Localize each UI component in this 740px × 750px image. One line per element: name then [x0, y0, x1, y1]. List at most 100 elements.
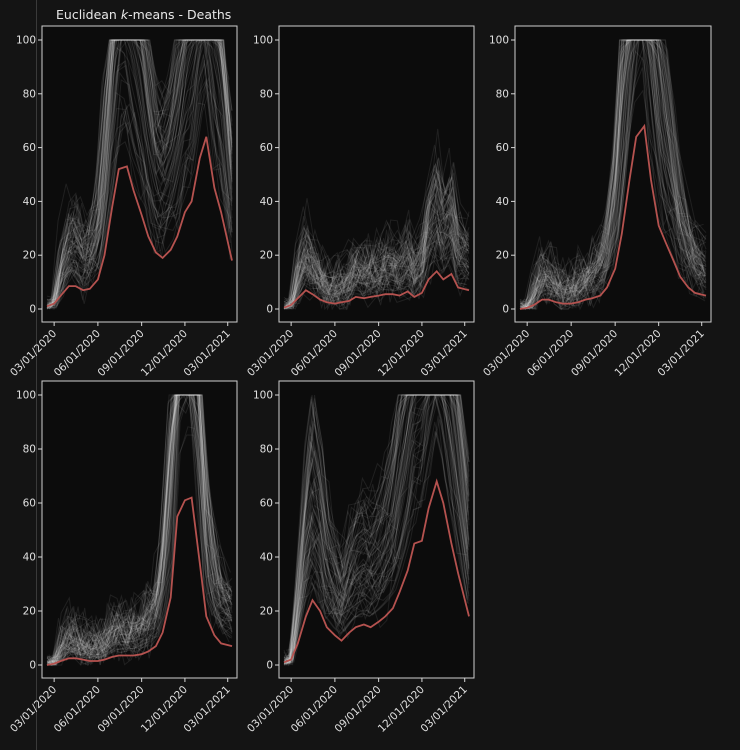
member-series-line	[522, 39, 707, 310]
member-series-line	[285, 394, 470, 666]
member-series-line	[519, 39, 704, 309]
member-series-line	[48, 394, 233, 666]
member-series-line	[519, 39, 706, 308]
member-series-line	[521, 39, 707, 310]
member-series-line	[48, 39, 233, 310]
member-series-line	[46, 394, 231, 663]
member-series-line	[283, 394, 469, 660]
member-series-line	[46, 39, 232, 310]
member-series-line	[283, 216, 469, 307]
member-series-line	[283, 394, 469, 666]
member-series-line	[46, 39, 231, 306]
member-series-line	[519, 39, 705, 309]
y-tick-label: 20	[260, 606, 273, 618]
member-series-line	[49, 426, 233, 665]
member-series-line	[46, 39, 232, 303]
member-series-line	[284, 393, 470, 665]
member-series-line	[283, 394, 467, 663]
y-tick-label: 40	[23, 552, 36, 564]
member-series-line	[46, 394, 232, 662]
member-series-line	[46, 39, 231, 310]
member-series-line	[284, 394, 470, 664]
member-series-line	[522, 39, 707, 310]
member-series-line	[520, 39, 707, 310]
member-series-line	[285, 394, 470, 664]
member-series-line	[283, 394, 469, 660]
y-tick-label: 40	[260, 196, 273, 208]
member-series-line	[285, 394, 470, 664]
member-series-line	[522, 39, 707, 310]
member-series-line	[47, 39, 233, 305]
member-series-line	[46, 39, 232, 310]
member-series-line	[285, 197, 470, 308]
member-series-line	[48, 394, 233, 664]
member-series-line	[49, 394, 233, 666]
member-series-line	[46, 39, 233, 308]
member-series-line	[46, 39, 231, 308]
y-tick-label: 100	[253, 390, 273, 402]
member-series-line	[46, 39, 233, 309]
member-series-line	[283, 183, 468, 310]
member-series-line	[47, 39, 233, 307]
member-series-line	[519, 39, 704, 310]
y-tick-label: 0	[266, 304, 273, 316]
member-series-line	[284, 216, 470, 309]
member-series-group	[46, 38, 233, 310]
member-series-line	[285, 248, 470, 310]
y-tick-label: 80	[260, 444, 273, 456]
figure-title: Euclidean k-means - Deaths	[56, 7, 232, 22]
member-series-line	[283, 394, 467, 667]
member-series-line	[522, 39, 707, 310]
member-series-line	[48, 39, 233, 308]
member-series-line	[283, 165, 468, 310]
member-series-group	[46, 393, 233, 667]
member-series-line	[46, 54, 230, 307]
member-series-line	[47, 39, 233, 307]
member-series-line	[519, 39, 705, 311]
member-series-line	[286, 394, 470, 664]
member-series-line	[46, 39, 233, 301]
member-series-line	[519, 39, 706, 310]
member-series-line	[285, 394, 470, 666]
member-series-line	[283, 394, 468, 663]
member-series-line	[522, 39, 707, 310]
member-series-line	[519, 39, 704, 310]
member-series-line	[283, 144, 468, 306]
member-series-line	[284, 178, 470, 309]
panel-2: 02040608010003/01/202006/01/202009/01/20…	[245, 25, 475, 379]
member-series-line	[284, 128, 470, 305]
member-series-line	[47, 39, 233, 308]
member-series-line	[46, 394, 233, 658]
member-series-line	[48, 39, 233, 307]
member-series-line	[283, 394, 467, 664]
member-series-line	[283, 394, 468, 666]
member-series-line	[285, 240, 470, 310]
y-tick-label: 80	[23, 444, 36, 456]
member-series-line	[49, 39, 233, 308]
member-series-line	[519, 39, 706, 310]
member-series-line	[46, 39, 231, 307]
member-series-line	[46, 39, 232, 309]
member-series-line	[286, 207, 470, 310]
member-series-line	[46, 102, 231, 310]
member-series-line	[521, 39, 707, 310]
y-tick-label: 20	[23, 606, 36, 618]
member-series-line	[285, 219, 470, 310]
y-tick-label: 60	[260, 142, 273, 154]
member-series-line	[283, 209, 468, 311]
member-series-line	[520, 39, 707, 308]
member-series-line	[283, 193, 468, 310]
member-series-line	[283, 212, 469, 310]
member-series-line	[46, 394, 232, 664]
centroid-line	[519, 123, 707, 310]
member-series-line	[521, 39, 707, 305]
member-series-line	[286, 186, 470, 306]
member-series-line	[47, 394, 233, 666]
member-series-line	[46, 394, 230, 664]
member-series-line	[286, 394, 470, 659]
member-series-line	[47, 82, 233, 309]
member-series-line	[284, 231, 470, 307]
member-series-line	[49, 39, 233, 309]
member-series-line	[520, 39, 707, 310]
member-series-line	[46, 394, 231, 667]
